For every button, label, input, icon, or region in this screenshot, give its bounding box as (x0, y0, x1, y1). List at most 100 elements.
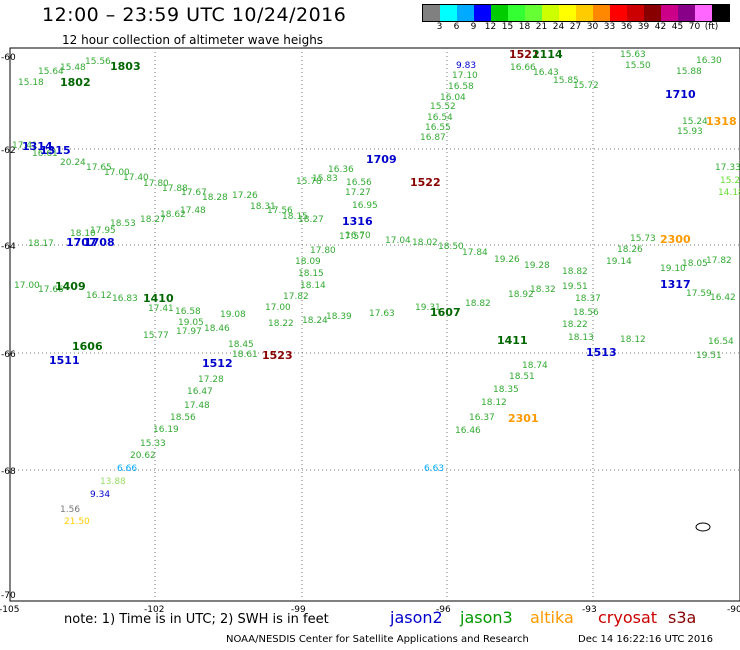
swh-value: 15.18 (18, 78, 44, 88)
swh-value: 15.48 (60, 63, 86, 73)
time-label: 1318 (706, 115, 737, 128)
legend-swatch (712, 5, 729, 21)
swh-value: 17.00 (14, 281, 40, 291)
time-label: 1709 (366, 153, 397, 166)
swh-value: 18.17 (28, 239, 54, 249)
time-label: 1522 (410, 176, 441, 189)
legend-swatch (661, 5, 678, 21)
swh-value: 15.29 (720, 176, 740, 186)
swh-value: 17.84 (462, 248, 488, 258)
time-label: 1315 (40, 144, 71, 157)
legend-label: 21 (535, 22, 548, 32)
swh-value: 18.45 (228, 340, 254, 350)
swh-value: 19.51 (696, 351, 722, 361)
legend-label: 9 (470, 22, 477, 32)
swh-value: 17.59 (686, 289, 712, 299)
swh-value: 1.56 (60, 505, 80, 515)
swh-value: 16.66 (510, 63, 536, 73)
legend-label: 12 (484, 22, 497, 32)
legend-swatch (593, 5, 610, 21)
legend-swatch (559, 5, 576, 21)
satellite-s3a: s3a (668, 608, 697, 627)
swh-value: 15.83 (312, 174, 338, 184)
swh-value: 16.70 (345, 231, 371, 241)
swh-value: 18.15 (282, 212, 308, 222)
swh-value: 17.04 (385, 236, 411, 246)
swh-value: 17.00 (104, 168, 130, 178)
swh-value: 19.08 (220, 310, 246, 320)
lat-label: -62 (1, 146, 16, 156)
legend-label: 42 (654, 22, 667, 32)
legend-label: 27 (569, 22, 582, 32)
swh-value: 18.51 (509, 372, 535, 382)
map-subtitle: 12 hour collection of altimeter wave hei… (62, 33, 324, 47)
legend-label: 30 (586, 22, 599, 32)
lat-label: -60 (1, 53, 16, 63)
time-label: 1803 (110, 60, 141, 73)
swh-value: 18.22 (268, 319, 294, 329)
swh-value: 19.28 (524, 261, 550, 271)
grid-lines (10, 48, 740, 601)
swh-value: 17.82 (706, 256, 732, 266)
swh-value: 19.10 (660, 264, 686, 274)
swh-value: 16.47 (187, 387, 213, 397)
swh-value: 18.50 (438, 242, 464, 252)
legend-label: (ft) (704, 22, 719, 32)
time-label: 2300 (660, 233, 691, 246)
swh-value: 17.33 (715, 163, 740, 173)
swh-value: 16.54 (708, 337, 734, 347)
time-label: 1512 (202, 357, 233, 370)
swh-value: 16.83 (112, 294, 138, 304)
island-outline (695, 522, 711, 532)
swh-value: 18.14 (300, 281, 326, 291)
swh-value: 9.34 (90, 490, 110, 500)
legend-swatch (440, 5, 457, 21)
swh-value: 17.57 (339, 232, 365, 242)
swh-value: 17.27 (345, 188, 371, 198)
swh-value: 16.56 (346, 178, 372, 188)
swh-value: 17.65 (86, 163, 112, 173)
swh-value: 16.04 (440, 93, 466, 103)
swh-value: 18.26 (617, 245, 643, 255)
lon-label: -90 (727, 605, 740, 615)
swh-value: 17.67 (181, 188, 207, 198)
time-label: 1314 (22, 140, 53, 153)
swh-value: 18.05 (682, 259, 708, 269)
time-label: 1521 (509, 48, 540, 61)
time-label: 1606 (72, 340, 103, 353)
legend-swatch (525, 5, 542, 21)
time-label: 1316 (342, 215, 373, 228)
swh-value: 17.88 (162, 184, 188, 194)
swh-value: 18.35 (493, 385, 519, 395)
legend-label: 70 (688, 22, 701, 32)
swh-value: 18.39 (326, 312, 352, 322)
lon-label: -102 (144, 605, 164, 615)
swh-value: 18.37 (575, 294, 601, 304)
swh-value: 19.26 (494, 255, 520, 265)
legend-label: 18 (518, 22, 531, 32)
satellite-jason2: jason2 (390, 608, 443, 627)
legend-label: 3 (436, 22, 443, 32)
swh-value: 18.62 (160, 210, 186, 220)
time-label: 1802 (60, 76, 91, 89)
swh-value: 15.64 (38, 67, 64, 77)
legend-swatch (678, 5, 695, 21)
swh-value: 18.56 (573, 308, 599, 318)
legend-label: 15 (501, 22, 514, 32)
swh-value: 17.48 (184, 401, 210, 411)
swh-value: 16.58 (448, 82, 474, 92)
swh-value: 18.13 (568, 333, 594, 343)
swh-value: 19.51 (562, 282, 588, 292)
swh-value: 17.56 (267, 206, 293, 216)
swh-value: 16.42 (710, 293, 736, 303)
swh-value: 16.12 (86, 291, 112, 301)
swh-value: 18.82 (562, 267, 588, 277)
swh-value: 14.18 (718, 188, 740, 198)
legend-swatch (627, 5, 644, 21)
generated-timestamp: Dec 14 16:22:16 UTC 2016 (578, 634, 713, 645)
swh-value: 17.63 (369, 309, 395, 319)
swh-value: 16.46 (455, 426, 481, 436)
time-label: 1411 (497, 334, 528, 347)
